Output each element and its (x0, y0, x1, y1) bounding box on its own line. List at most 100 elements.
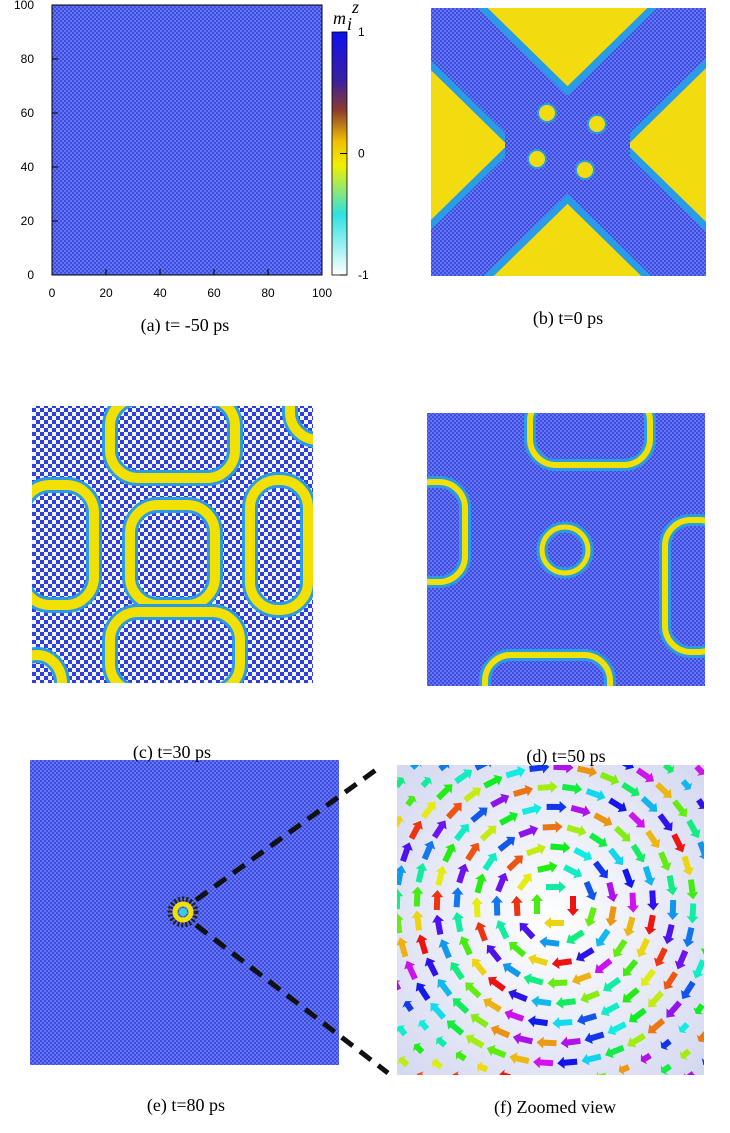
spin-arrow (374, 860, 388, 873)
spin-arrow (499, 1069, 511, 1075)
spin-arrow (606, 881, 619, 902)
spin-arrow (705, 912, 719, 933)
spin-arrow (648, 990, 665, 1008)
spin-arrow (446, 1020, 465, 1036)
spin-arrow (716, 840, 730, 854)
caption: (b) t=0 ps (533, 308, 603, 329)
spin-arrow (614, 765, 634, 771)
spin-arrow (521, 803, 542, 815)
spin-arrow (442, 843, 457, 863)
spin-arrow (708, 781, 724, 797)
spin-arrow (452, 998, 470, 1015)
spin-arrow (452, 1071, 464, 1075)
spin-arrow (714, 959, 729, 973)
spin-arrow (410, 765, 422, 770)
caption: (f) Zoomed view (494, 1097, 616, 1118)
spin-arrow (424, 957, 439, 977)
spin-arrow (381, 836, 396, 850)
spin-arrow (512, 1032, 534, 1045)
spin-arrow (544, 917, 564, 929)
spin-arrow (594, 958, 613, 974)
spin-arrow (583, 880, 598, 901)
spin-arrow (486, 944, 502, 963)
spin-arrow (415, 862, 428, 884)
spin-arrow (722, 937, 730, 950)
spin-arrow (680, 779, 693, 791)
spin-arrow (502, 726, 516, 740)
spin-arrow (527, 1015, 549, 1028)
spin-arrow (431, 890, 444, 911)
spin-arrow (567, 896, 579, 916)
spin-arrow (674, 949, 689, 970)
spin-arrow (420, 801, 436, 820)
spin-arrow (479, 733, 494, 748)
spin-arrow (696, 1031, 704, 1043)
colorbar-label-sub: i (347, 14, 352, 34)
spin-arrow (551, 957, 573, 969)
spin-view (340, 695, 730, 1119)
y-tick-label: 60 (21, 106, 35, 120)
spin-arrow (416, 1071, 428, 1075)
spin-arrow (397, 979, 402, 992)
spin-arrow (595, 928, 611, 947)
spin-arrow (417, 1019, 430, 1031)
spin-arrow (423, 718, 439, 734)
spin-arrow (378, 794, 394, 810)
spin-arrow (723, 864, 730, 877)
bubble (537, 103, 557, 123)
skyrmion-outline (167, 896, 199, 928)
spin-arrow (693, 1003, 704, 1015)
spin-arrow (607, 1021, 627, 1036)
spin-arrow (483, 997, 502, 1013)
spin-arrow (566, 701, 578, 714)
spin-arrow (472, 1080, 487, 1095)
spin-arrow (509, 942, 527, 958)
spin-arrow (662, 765, 675, 775)
spin-arrow (368, 982, 384, 997)
spin-arrow (531, 995, 552, 1008)
spin-arrow (642, 746, 658, 762)
spin-arrow (465, 695, 480, 710)
spin-arrow (340, 833, 355, 847)
spin-arrow (550, 841, 571, 854)
x-tick-label: 100 (312, 286, 332, 300)
spin-arrow (358, 788, 374, 804)
spin-arrow (477, 1104, 491, 1119)
spin-arrow (353, 864, 367, 877)
spin-arrow (660, 1038, 672, 1051)
spin-arrow (457, 744, 473, 760)
spin-arrow (706, 889, 719, 910)
spin-arrow (519, 922, 536, 940)
spin-arrow (421, 840, 436, 861)
caption: (e) t=80 ps (147, 1095, 225, 1116)
spin-arrow (470, 807, 488, 823)
spin-arrow (438, 939, 452, 959)
skyrmion-core (179, 908, 187, 916)
spin-arrow (482, 852, 498, 872)
spin-arrow (408, 820, 423, 840)
spin-arrow (715, 1035, 730, 1051)
spin-arrow (573, 847, 593, 862)
spin-arrow (623, 916, 636, 937)
spin-arrow (447, 726, 463, 742)
spin-arrow (660, 1063, 672, 1075)
spin-arrow (438, 765, 450, 772)
spin-arrow (682, 926, 695, 948)
spin-arrow (498, 811, 518, 826)
spin-arrow (490, 793, 510, 808)
spin-arrow (451, 887, 464, 908)
spin-arrow (397, 865, 407, 886)
spin-arrow (696, 798, 704, 810)
spin-arrow (571, 1075, 583, 1088)
spin-arrow (445, 802, 462, 820)
spin-arrow (397, 816, 405, 828)
spin-arrow (566, 929, 585, 945)
spin-arrow (432, 914, 445, 935)
spin-arrow (470, 1013, 489, 1029)
x-tick-label: 80 (261, 286, 275, 300)
spin-arrow (686, 879, 699, 900)
x-tick-label: 0 (49, 286, 56, 300)
colorbar-tick-label: -1 (358, 268, 369, 282)
spin-arrow (671, 718, 687, 734)
